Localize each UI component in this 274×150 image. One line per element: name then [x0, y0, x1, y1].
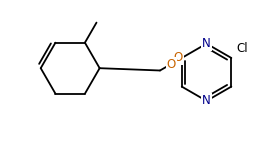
Text: Cl: Cl — [236, 42, 248, 55]
Text: O: O — [174, 51, 183, 64]
Text: O: O — [167, 58, 176, 71]
Text: N: N — [202, 94, 211, 107]
Text: N: N — [202, 37, 211, 50]
